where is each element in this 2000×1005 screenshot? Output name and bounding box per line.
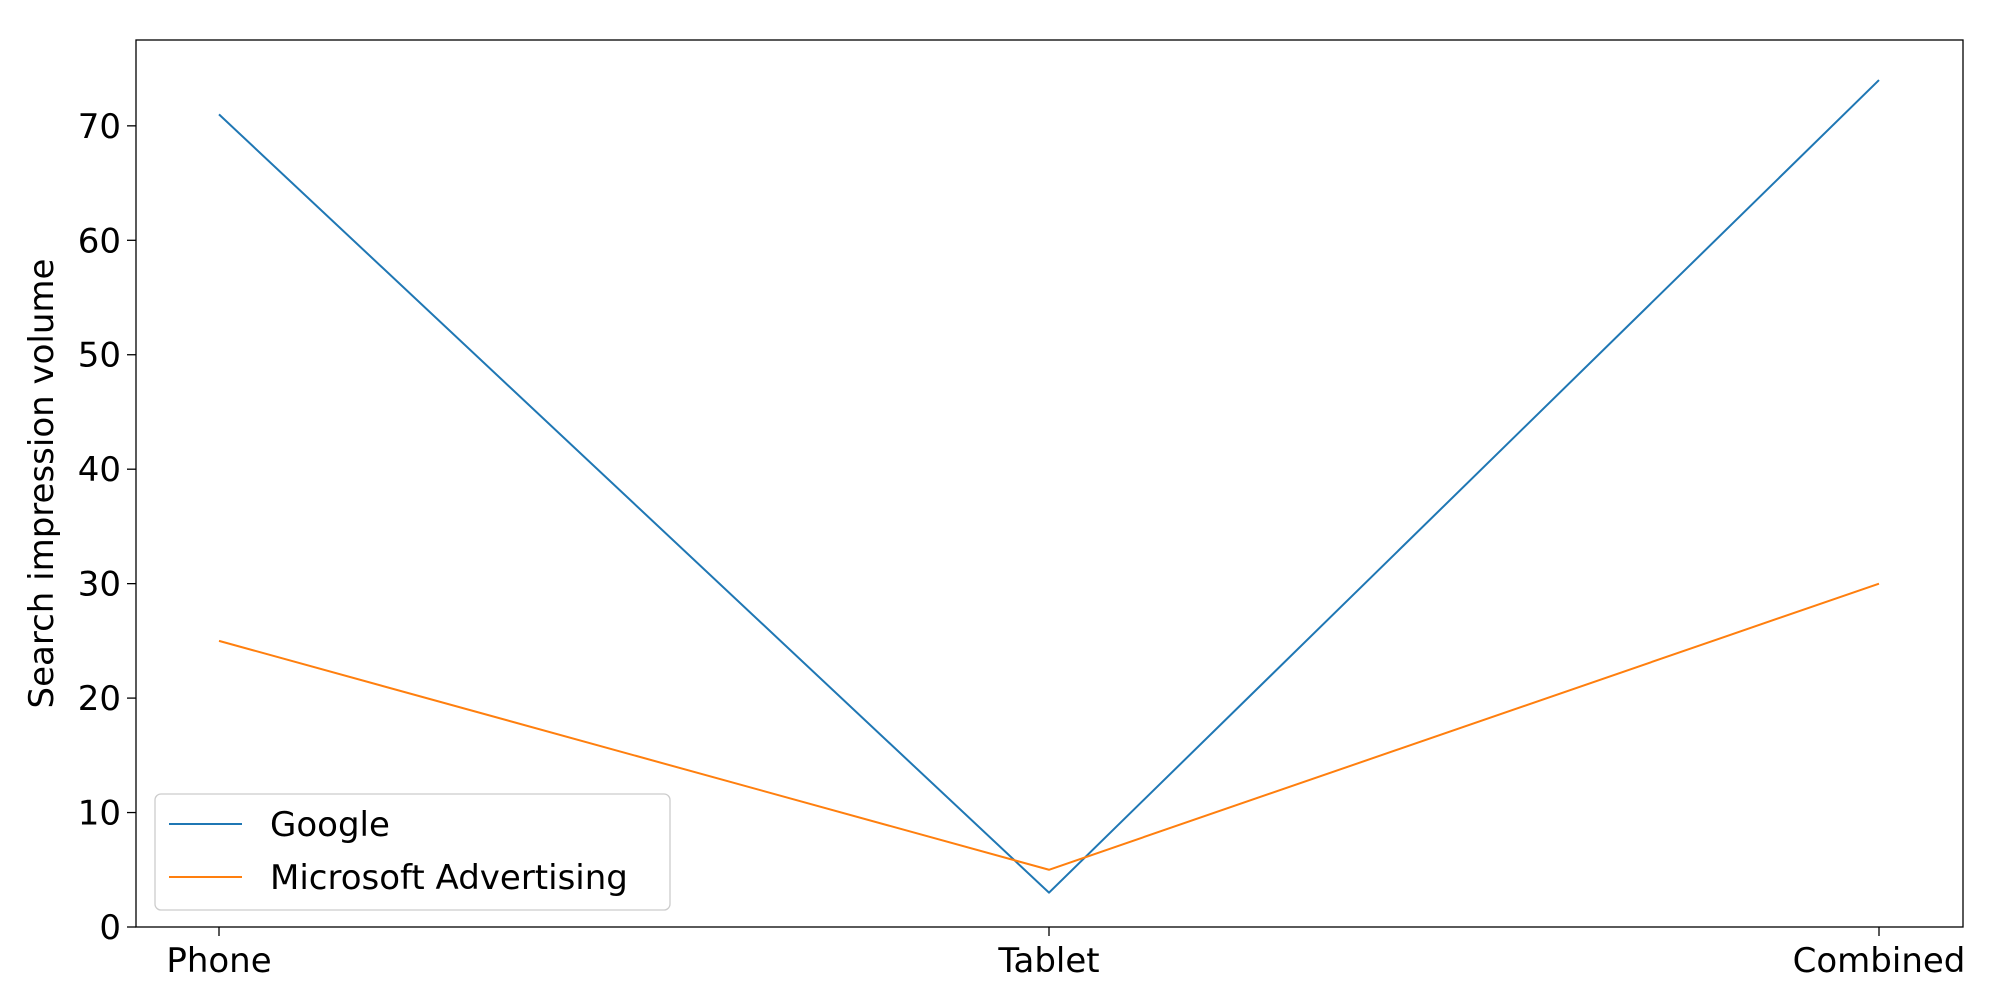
x-tick-label: Phone bbox=[166, 941, 271, 981]
legend-label-microsoft-advertising: Microsoft Advertising bbox=[270, 858, 628, 898]
series-layer bbox=[218, 79, 1880, 894]
y-tick-label: 30 bbox=[78, 565, 121, 605]
legend: Google Microsoft Advertising bbox=[154, 793, 671, 911]
legend-box bbox=[154, 793, 671, 911]
y-axis-label: Search impression volume bbox=[22, 259, 62, 709]
y-tick-label: 20 bbox=[78, 679, 121, 719]
y-tick-label: 10 bbox=[78, 794, 121, 834]
y-tick-label: 50 bbox=[78, 336, 121, 376]
y-tick-label: 0 bbox=[99, 908, 121, 948]
series-line-google bbox=[218, 79, 1880, 894]
y-tick-label: 70 bbox=[78, 107, 121, 147]
x-tick-label: Tablet bbox=[997, 941, 1099, 981]
series-line-microsoft-advertising bbox=[218, 582, 1880, 871]
x-tick-label: Combined bbox=[1793, 941, 1966, 981]
x-axis: Phone Tablet Combined bbox=[166, 927, 1965, 981]
y-axis: 0 10 20 30 40 50 60 70 bbox=[78, 107, 136, 948]
y-tick-label: 60 bbox=[78, 221, 121, 261]
legend-label-google: Google bbox=[270, 805, 390, 845]
y-tick-label: 40 bbox=[78, 450, 121, 490]
